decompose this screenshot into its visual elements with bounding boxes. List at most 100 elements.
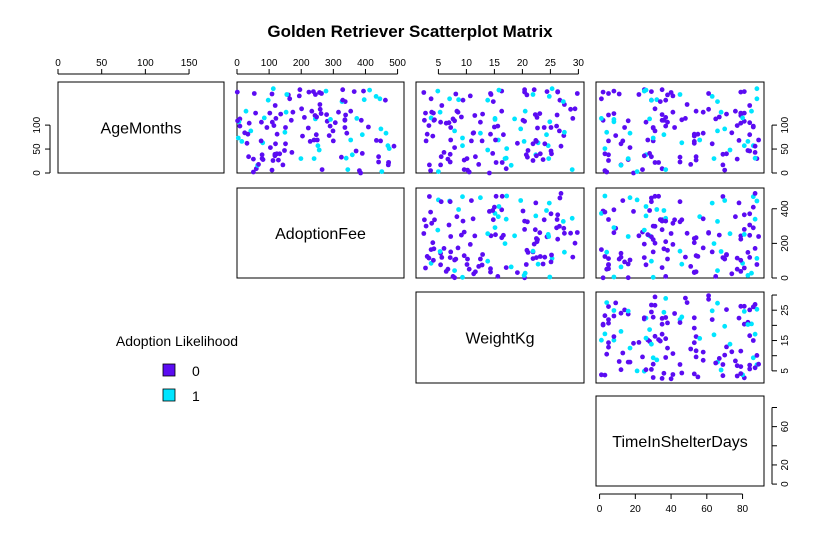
scatter-point (659, 166, 665, 172)
scatter-point (654, 357, 660, 363)
scatter-point (251, 156, 256, 162)
scatter-point (542, 141, 548, 147)
scatter-point (348, 108, 354, 114)
scatter-point (386, 160, 391, 165)
scatter-point (568, 106, 573, 112)
scatter-point (693, 348, 699, 354)
scatter-point (453, 91, 459, 97)
scatter-point (618, 250, 624, 256)
scatter-point (661, 132, 667, 138)
scatter-point (622, 307, 627, 313)
scatter-point (427, 162, 432, 168)
scatter-point (747, 307, 753, 313)
scatter-point (647, 208, 652, 213)
scatter-point (665, 92, 670, 98)
scatter-point (547, 274, 553, 280)
scatter-point (741, 227, 747, 232)
scatter-point (606, 344, 611, 350)
scatter-point (366, 124, 371, 130)
scatter-point (734, 363, 740, 369)
scatter-point (729, 130, 735, 136)
scatter-point (620, 198, 626, 204)
scatter-point (560, 219, 566, 224)
scatter-point (438, 199, 444, 205)
scatter-point (317, 106, 323, 112)
scatter-point (533, 213, 539, 219)
scatter-point (741, 143, 747, 149)
scatter-point (428, 96, 434, 102)
scatter-point (752, 191, 758, 196)
scatter-point (599, 247, 604, 253)
scatter-point (613, 300, 619, 306)
scatter-point (606, 112, 611, 118)
scatter-point (631, 170, 636, 176)
scatter-point (280, 162, 286, 168)
scatter-point (357, 168, 362, 174)
panel-1-2 (415, 187, 585, 279)
scatter-point (659, 265, 665, 270)
tick-label: 50 (96, 58, 108, 69)
scatter-point (558, 191, 564, 196)
scatter-point (641, 315, 647, 321)
scatter-point (502, 241, 508, 247)
scatter-point (672, 311, 677, 316)
scatter-point (504, 146, 510, 152)
scatter-point (599, 96, 604, 102)
scatter-point (493, 193, 499, 199)
scatter-point (488, 269, 493, 275)
scatter-point (720, 194, 726, 199)
scatter-point (438, 119, 443, 125)
scatter-point (340, 87, 346, 93)
scatter-point (315, 143, 321, 149)
scatter-point (328, 117, 333, 122)
scatter-point (297, 87, 303, 93)
scatter-point (446, 120, 452, 126)
scatter-point (636, 92, 642, 97)
scatter-point (439, 103, 445, 108)
scatter-point (736, 138, 742, 143)
scatter-point (487, 170, 492, 176)
scatter-point (242, 130, 248, 136)
chart-title: Golden Retriever Scatterplot Matrix (267, 22, 553, 41)
scatter-point (599, 116, 604, 121)
scatter-point (602, 254, 608, 259)
scatter-point (436, 169, 441, 175)
scatter-point (554, 112, 560, 118)
scatter-point (274, 131, 280, 137)
scatter-point (652, 302, 658, 308)
scatter-point (518, 126, 524, 132)
tick-label: 50 (32, 143, 43, 155)
scatter-point (259, 119, 264, 125)
scatter-point (480, 111, 485, 117)
scatter-point (616, 359, 622, 364)
scatter-point (631, 209, 636, 214)
scatter-point (554, 217, 560, 222)
scatter-point (460, 274, 465, 280)
scatter-point (435, 227, 441, 233)
scatter-point (447, 159, 453, 165)
scatter-point (611, 337, 617, 343)
scatter-point (706, 293, 711, 298)
scatter-point (741, 212, 747, 218)
scatter-point (722, 126, 728, 132)
scatter-point (670, 242, 676, 247)
scatter-point (611, 274, 617, 280)
scatter-point (622, 125, 627, 130)
scatter-point (749, 321, 754, 327)
scatter-point (358, 117, 364, 123)
scatter-point (473, 269, 478, 275)
scatter-point (709, 200, 715, 206)
scatter-point (706, 106, 711, 112)
scatter-point (754, 262, 760, 267)
scatter-point (625, 156, 631, 162)
scatter-point (679, 261, 685, 267)
scatter-point (251, 169, 256, 175)
scatter-point (361, 97, 367, 103)
scatter-point (523, 262, 529, 267)
scatter-point (747, 222, 753, 228)
scatter-point (672, 125, 677, 130)
scatter-point (652, 128, 658, 134)
scatter-point (276, 157, 281, 163)
scatter-point (695, 254, 701, 259)
scatter-point (270, 158, 276, 163)
